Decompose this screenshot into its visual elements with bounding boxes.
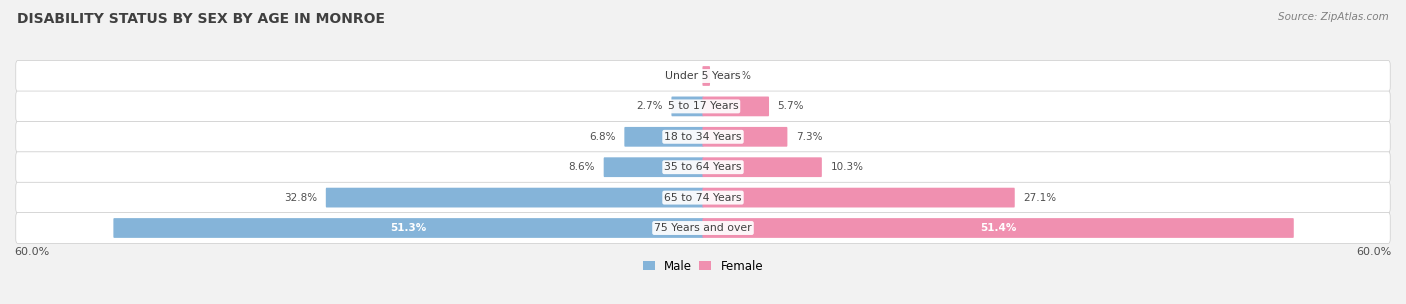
Text: 35 to 64 Years: 35 to 64 Years — [664, 162, 742, 172]
FancyBboxPatch shape — [15, 122, 1391, 152]
FancyBboxPatch shape — [15, 152, 1391, 182]
FancyBboxPatch shape — [326, 188, 703, 208]
Text: 5 to 17 Years: 5 to 17 Years — [668, 102, 738, 111]
Text: 75 Years and over: 75 Years and over — [654, 223, 752, 233]
FancyBboxPatch shape — [114, 218, 703, 238]
Text: Source: ZipAtlas.com: Source: ZipAtlas.com — [1278, 12, 1389, 22]
Text: 32.8%: 32.8% — [284, 193, 318, 202]
Text: 51.3%: 51.3% — [391, 223, 426, 233]
FancyBboxPatch shape — [703, 188, 1015, 208]
FancyBboxPatch shape — [15, 61, 1391, 92]
FancyBboxPatch shape — [703, 127, 787, 147]
FancyBboxPatch shape — [703, 157, 823, 177]
Text: 10.3%: 10.3% — [831, 162, 863, 172]
Text: 65 to 74 Years: 65 to 74 Years — [664, 193, 742, 202]
Text: 18 to 34 Years: 18 to 34 Years — [664, 132, 742, 142]
Text: 5.7%: 5.7% — [778, 102, 804, 111]
Text: 6.8%: 6.8% — [589, 132, 616, 142]
Text: Under 5 Years: Under 5 Years — [665, 71, 741, 81]
FancyBboxPatch shape — [15, 182, 1391, 213]
Text: 2.7%: 2.7% — [637, 102, 662, 111]
Text: 27.1%: 27.1% — [1024, 193, 1056, 202]
Text: 0.0%: 0.0% — [664, 71, 689, 81]
Text: 60.0%: 60.0% — [1357, 247, 1392, 257]
Text: DISABILITY STATUS BY SEX BY AGE IN MONROE: DISABILITY STATUS BY SEX BY AGE IN MONRO… — [17, 12, 385, 26]
Text: 60.0%: 60.0% — [14, 247, 49, 257]
Text: 51.4%: 51.4% — [980, 223, 1017, 233]
Text: 0.56%: 0.56% — [718, 71, 752, 81]
FancyBboxPatch shape — [703, 66, 710, 86]
FancyBboxPatch shape — [672, 97, 703, 116]
FancyBboxPatch shape — [703, 97, 769, 116]
Text: 8.6%: 8.6% — [568, 162, 595, 172]
FancyBboxPatch shape — [703, 218, 1294, 238]
FancyBboxPatch shape — [624, 127, 703, 147]
Text: 7.3%: 7.3% — [796, 132, 823, 142]
FancyBboxPatch shape — [603, 157, 703, 177]
FancyBboxPatch shape — [15, 91, 1391, 122]
Legend: Male, Female: Male, Female — [643, 260, 763, 273]
FancyBboxPatch shape — [15, 213, 1391, 243]
